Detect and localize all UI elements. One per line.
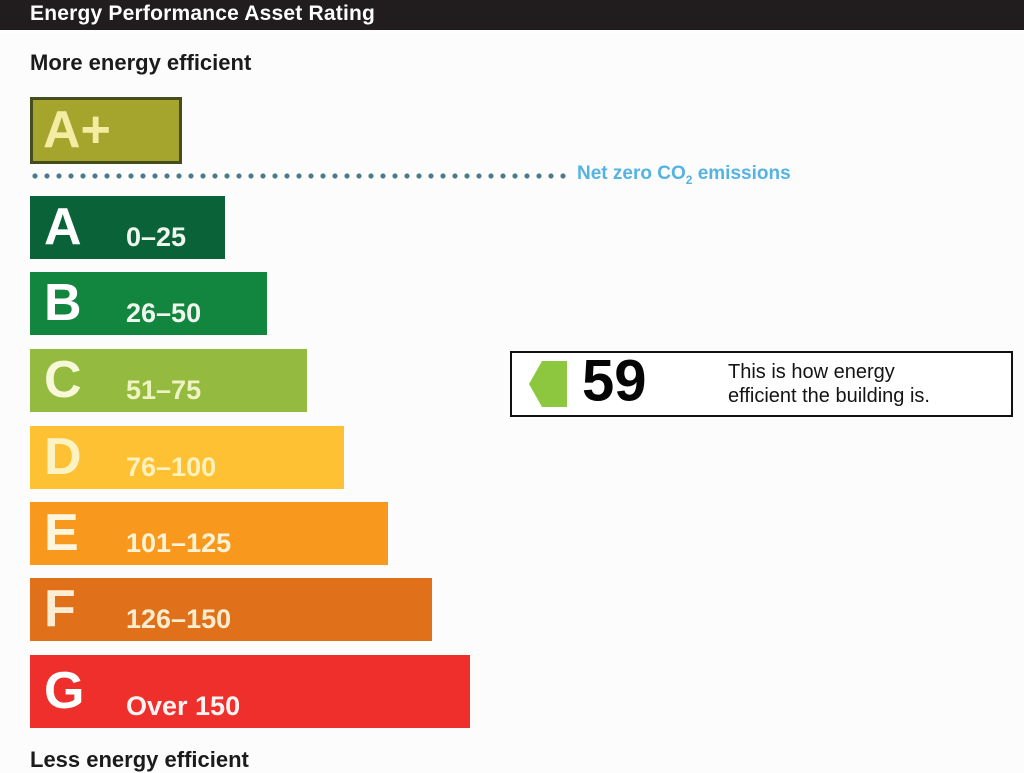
rating-caption-line1: This is how energy — [728, 361, 895, 383]
rating-caption-line2: efficient the building is. — [728, 385, 930, 407]
band-range: 51–75 — [126, 375, 202, 405]
band-row-d: D 76–100 — [30, 426, 344, 489]
band-letter: B — [44, 273, 82, 332]
left-arrow-shape — [529, 361, 567, 407]
band-letter: E — [44, 503, 79, 562]
band-row-e: E 101–125 — [30, 502, 388, 565]
rating-caption: This is how energy efficient the buildin… — [728, 360, 930, 408]
rating-indicator: 59 This is how energy efficient the buil… — [510, 351, 1013, 417]
rating-value: 59 — [582, 348, 647, 414]
page-title: Energy Performance Asset Rating — [30, 2, 376, 25]
less-efficient-label: Less energy efficient — [30, 747, 249, 772]
band-letter: C — [44, 350, 82, 409]
band-range: 26–50 — [126, 298, 202, 328]
band-letter: F — [44, 579, 76, 638]
netzero-dotted-line-icon — [30, 171, 568, 181]
band-range: 126–150 — [126, 604, 232, 634]
band-range: 0–25 — [126, 222, 187, 252]
band-row-a-plus: A+ — [30, 97, 182, 164]
band-range: Over 150 — [126, 691, 241, 721]
band-letter-a-plus: A+ — [43, 100, 111, 159]
band-letter: D — [44, 427, 82, 486]
band-range: 101–125 — [126, 528, 232, 558]
netzero-label-subscript: 2 — [685, 172, 693, 187]
band-row-f: F 126–150 — [30, 578, 432, 641]
netzero-label: Net zero CO2 emissions — [577, 163, 791, 187]
band-letter: A — [44, 197, 82, 256]
band-row-a: A 0–25 — [30, 196, 225, 259]
band-letter: G — [44, 661, 85, 720]
band-range: 76–100 — [126, 452, 217, 482]
netzero-label-suffix: emissions — [692, 163, 791, 184]
more-efficient-label: More energy efficient — [30, 50, 252, 75]
left-arrow-icon — [529, 361, 567, 407]
netzero-label-prefix: Net zero CO — [577, 163, 686, 184]
header-bar: Energy Performance Asset Rating — [0, 0, 1024, 33]
band-row-g: G Over 150 — [30, 655, 470, 728]
band-row-b: B 26–50 — [30, 272, 267, 335]
band-row-c: C 51–75 — [30, 349, 307, 412]
